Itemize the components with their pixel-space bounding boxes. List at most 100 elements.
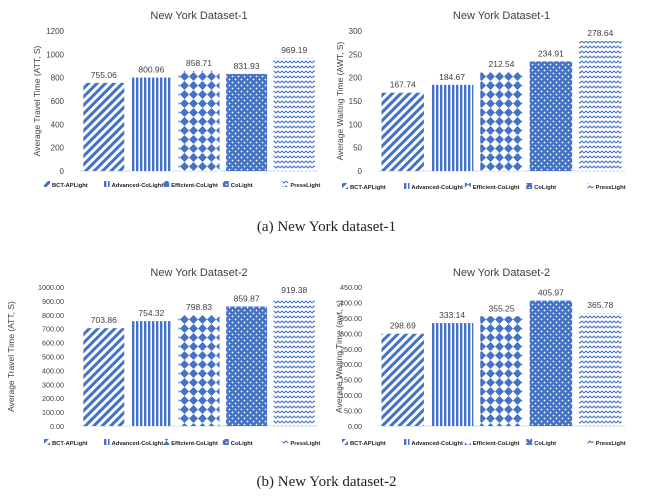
bar-value-label: 405.97 bbox=[538, 288, 564, 298]
y-tick-label: 50 bbox=[353, 144, 362, 153]
bar-value-label: 365.78 bbox=[587, 300, 613, 310]
bar-advanced-colight bbox=[430, 84, 474, 171]
legend-label: BCT-APLight bbox=[350, 441, 386, 447]
legend-swatch-presslight bbox=[282, 439, 289, 445]
legend-label: Advanced-CoLight bbox=[411, 441, 463, 447]
legend-label: PressLight bbox=[596, 441, 626, 447]
y-tick-label: 400.00 bbox=[340, 298, 362, 307]
bar-value-label: 333.14 bbox=[439, 310, 465, 320]
y-tick-label: 700.00 bbox=[42, 325, 64, 334]
bar-efficient-colight bbox=[480, 316, 523, 426]
y-tick-label: 250.00 bbox=[340, 345, 362, 354]
y-tick-label: 0 bbox=[60, 167, 65, 176]
y-tick-label: 250 bbox=[349, 50, 363, 59]
bar-value-label: 298.69 bbox=[390, 321, 416, 331]
chart-title: New York Dataset-2 bbox=[150, 267, 247, 279]
bar-efficient-colight bbox=[178, 314, 220, 426]
bar-value-label: 234.91 bbox=[538, 48, 564, 58]
legend-label: PressLight bbox=[290, 441, 320, 447]
bar-value-label: 278.64 bbox=[587, 28, 613, 38]
bar-colight bbox=[529, 300, 573, 426]
legend-label: Advanced-CoLight bbox=[112, 183, 164, 189]
y-tick-label: 200.00 bbox=[42, 394, 64, 403]
legend-label: CoLight bbox=[534, 441, 556, 447]
legend-swatch-presslight bbox=[282, 181, 289, 187]
y-tick-label: 0.00 bbox=[50, 422, 64, 431]
legend-swatch-advanced-colight bbox=[403, 439, 410, 445]
y-tick-label: 1000 bbox=[46, 50, 64, 59]
chart-title: New York Dataset-2 bbox=[453, 267, 550, 279]
legend-label: PressLight bbox=[596, 185, 626, 191]
chart-3: New York Dataset-2 0.00 100.00 200.00 300.00… bbox=[6, 267, 320, 447]
y-axis-label: Average Travel Time (ATT, S) bbox=[6, 301, 16, 412]
y-tick-label: 200 bbox=[349, 74, 363, 83]
legend-swatch-advanced-colight bbox=[403, 183, 410, 189]
legend-swatch-presslight bbox=[587, 439, 594, 445]
bar-value-label: 919.38 bbox=[281, 285, 307, 295]
y-tick-label: 600 bbox=[51, 97, 65, 106]
legend-swatch-efficient-colight bbox=[464, 439, 471, 445]
legend-label: Efficient-CoLight bbox=[171, 183, 218, 189]
chart-2: New York Dataset-1 0 50 100 150 200 250 300 Aver… bbox=[335, 10, 626, 191]
bar-bct-aplight bbox=[83, 328, 125, 426]
y-tick-label: 1000.00 bbox=[38, 283, 64, 292]
caption-b: (b) New York dataset-2 bbox=[256, 474, 397, 490]
bar-value-label: 703.86 bbox=[91, 315, 117, 325]
bar-value-label: 755.06 bbox=[91, 70, 117, 80]
y-tick-label: 800.00 bbox=[42, 311, 64, 320]
legend-swatch-bct-aplight bbox=[342, 183, 348, 189]
legend-label: Advanced-CoLight bbox=[112, 441, 164, 447]
y-tick-label: 300.00 bbox=[340, 329, 362, 338]
bar-value-label: 969.19 bbox=[281, 45, 307, 55]
legend-swatch-bct-aplight bbox=[44, 439, 50, 445]
y-axis-label: Average Waiting Time (AWT, S) bbox=[335, 41, 345, 160]
bar-colight bbox=[529, 61, 573, 171]
y-tick-label: 900.00 bbox=[42, 297, 64, 306]
bar-value-label: 754.32 bbox=[138, 308, 164, 318]
bar-colight bbox=[226, 306, 268, 426]
legend-label: Efficient-CoLight bbox=[473, 185, 520, 191]
y-tick-label: 300.00 bbox=[42, 380, 64, 389]
legend-label: Advanced-CoLight bbox=[411, 185, 463, 191]
bar-value-label: 831.93 bbox=[234, 61, 260, 71]
y-tick-label: 150 bbox=[349, 97, 363, 106]
y-tick-label: 0.00 bbox=[348, 422, 362, 431]
legend-swatch-advanced-colight bbox=[103, 439, 110, 445]
y-tick-label: 450.00 bbox=[340, 283, 362, 292]
bar-value-label: 167.74 bbox=[390, 80, 416, 90]
y-tick-label: 50.00 bbox=[344, 407, 362, 416]
legend-label: CoLight bbox=[534, 185, 556, 191]
bar-advanced-colight bbox=[130, 77, 172, 171]
legend-label: CoLight bbox=[231, 183, 253, 189]
legend-swatch-bct-aplight bbox=[44, 181, 50, 187]
y-tick-label: 300 bbox=[349, 27, 363, 36]
bar-bct-aplight bbox=[381, 92, 424, 171]
bar-value-label: 800.96 bbox=[138, 65, 164, 75]
y-tick-label: 150.00 bbox=[340, 376, 362, 385]
legend-label: BCT-APLight bbox=[52, 441, 88, 447]
legend-swatch-bct-aplight bbox=[342, 439, 348, 445]
bar-value-label: 355.25 bbox=[489, 303, 515, 313]
legend-label: PressLight bbox=[290, 183, 320, 189]
bar-colight bbox=[226, 73, 268, 171]
bar-efficient-colight bbox=[178, 70, 220, 171]
legend-swatch-efficient-colight bbox=[163, 181, 170, 187]
y-tick-label: 400.00 bbox=[42, 366, 64, 375]
legend-label: Efficient-CoLight bbox=[473, 441, 520, 447]
bar-value-label: 798.83 bbox=[186, 302, 212, 312]
bar-bct-aplight bbox=[83, 82, 125, 171]
legend-swatch-presslight bbox=[587, 183, 594, 189]
bar-value-label: 859.87 bbox=[234, 293, 260, 303]
bar-advanced-colight bbox=[130, 321, 172, 426]
chart-title: New York Dataset-1 bbox=[150, 10, 247, 22]
y-tick-label: 100 bbox=[349, 120, 363, 129]
chart-1: New York Dataset-1 0 200 400 600 800 1000 1200 A… bbox=[32, 10, 320, 189]
bar-presslight bbox=[579, 313, 622, 426]
y-tick-label: 200 bbox=[51, 144, 65, 153]
legend-swatch-colight bbox=[526, 183, 533, 189]
legend-label: Efficient-CoLight bbox=[171, 441, 218, 447]
y-tick-label: 100.00 bbox=[340, 391, 362, 400]
y-axis-label: Average Travel Time (ATT, S) bbox=[32, 45, 42, 156]
y-tick-label: 800 bbox=[51, 74, 65, 83]
